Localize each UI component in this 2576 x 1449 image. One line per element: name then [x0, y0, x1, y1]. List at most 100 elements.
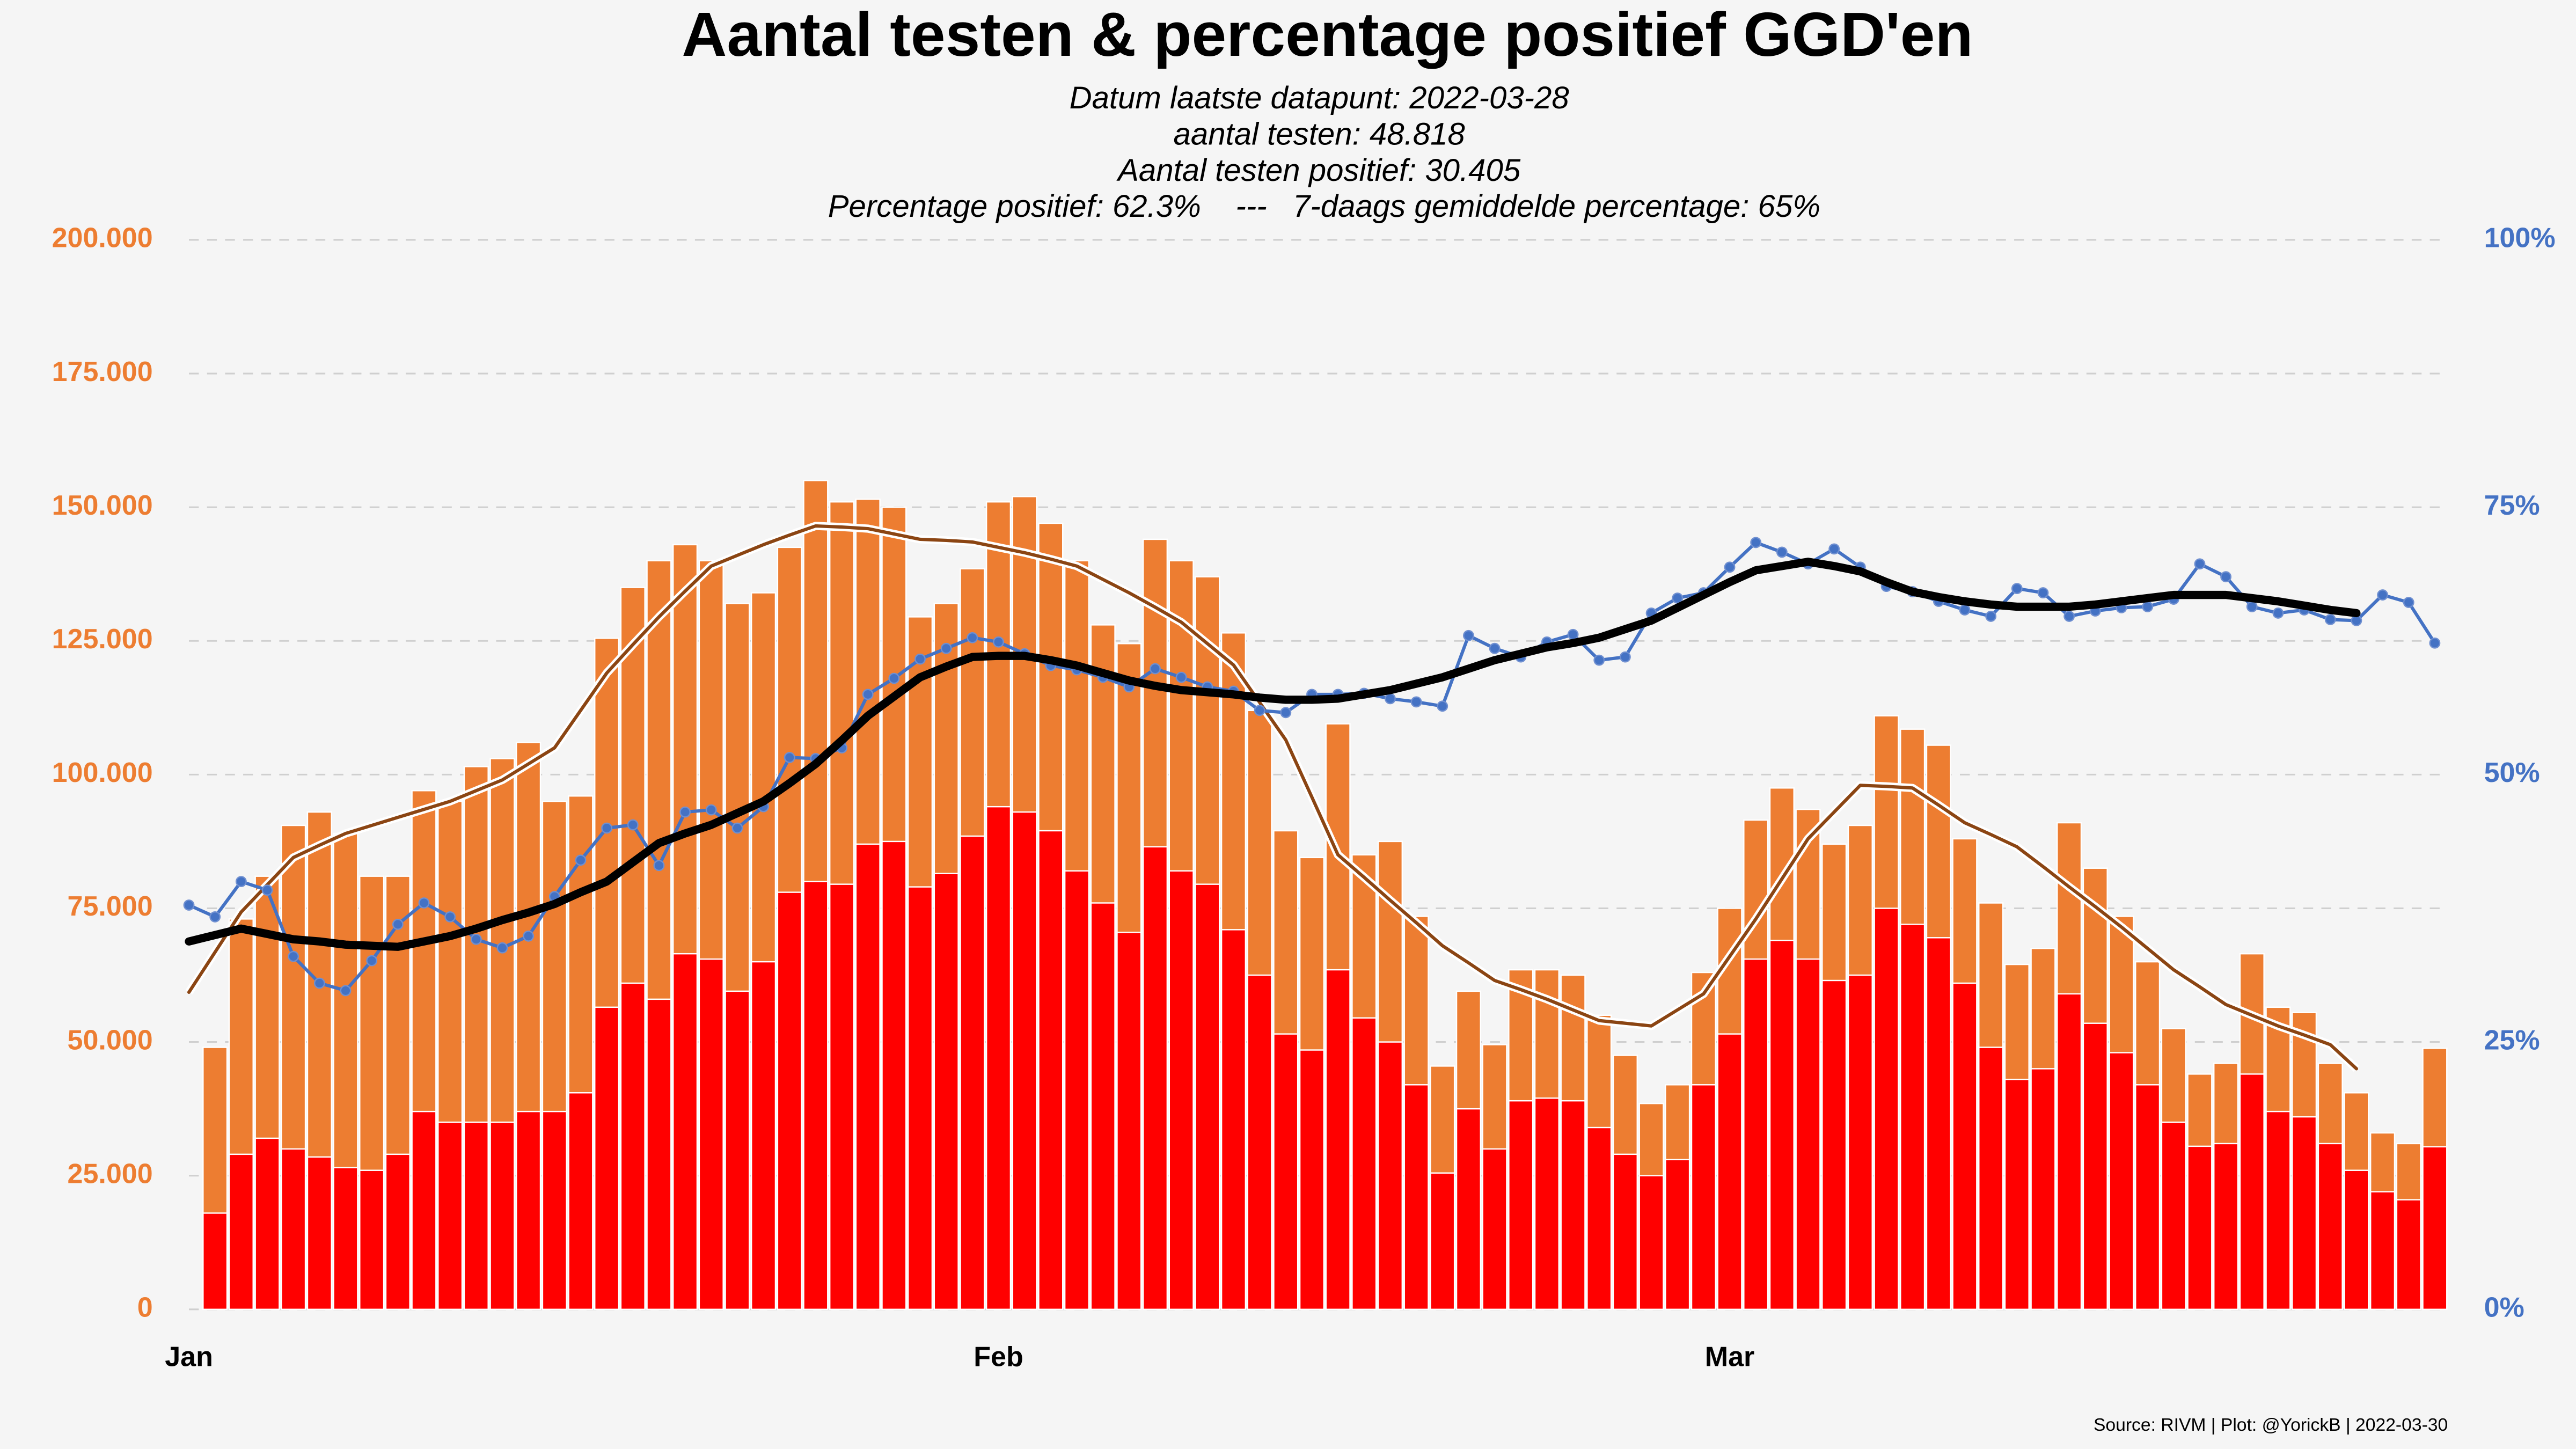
bar: [1560, 1100, 1586, 1311]
bar: [1508, 1100, 1534, 1311]
bar: [437, 1121, 463, 1311]
bar: [2004, 1079, 2030, 1311]
line-marker: [2142, 601, 2154, 612]
bar: [1325, 969, 1351, 1311]
line-marker: [2063, 611, 2075, 622]
bar: [750, 961, 777, 1311]
line-marker: [1150, 663, 1161, 675]
x-tick-label: Jan: [165, 1341, 213, 1372]
line-marker: [2246, 601, 2258, 612]
bar: [2057, 993, 2082, 1311]
bar: [1534, 1097, 1560, 1311]
line-marker: [862, 689, 874, 700]
line-marker: [1463, 630, 1474, 641]
line-marker: [1175, 671, 1187, 683]
line-marker: [1828, 543, 1840, 555]
bar: [1116, 932, 1142, 1311]
line-marker: [2194, 558, 2206, 570]
bar: [960, 835, 985, 1311]
line-marker: [1280, 707, 1292, 719]
line-marker: [392, 918, 404, 930]
bar: [1220, 929, 1247, 1311]
line-marker: [2272, 608, 2284, 619]
bar: [1247, 974, 1272, 1311]
bar: [1612, 1153, 1638, 1311]
bar: [777, 891, 802, 1311]
line-marker: [1724, 561, 1736, 573]
line-marker: [731, 822, 743, 834]
bar: [1273, 1033, 1299, 1311]
bar: [1638, 1175, 1664, 1311]
line-marker: [993, 636, 1004, 648]
bar: [2161, 1121, 2186, 1311]
bar: [2265, 1110, 2291, 1311]
line-marker: [1619, 651, 1631, 663]
bar: [1743, 958, 1769, 1311]
bar: [254, 1137, 280, 1311]
y2-tick-label: 25%: [2484, 1024, 2540, 1056]
bar: [1874, 908, 1899, 1311]
line-marker: [2011, 583, 2023, 595]
chart-title: Aantal testen & percentage positief GGD'…: [682, 0, 1973, 69]
line-marker: [444, 911, 456, 923]
line-marker: [418, 897, 430, 909]
bar: [281, 1148, 306, 1311]
bar: [2317, 1143, 2343, 1311]
y-tick-label: 0: [137, 1292, 153, 1323]
bar: [1299, 1049, 1325, 1311]
line-marker: [2220, 571, 2232, 583]
bar: [1482, 1148, 1507, 1311]
line-marker: [888, 672, 900, 684]
y-tick-label: 150.000: [52, 490, 153, 521]
bar: [2135, 1084, 2161, 1311]
line-marker: [705, 804, 717, 816]
line-marker: [1750, 537, 1762, 548]
bar: [1012, 811, 1037, 1311]
bar: [855, 843, 881, 1311]
y-tick-label: 175.000: [52, 356, 153, 387]
bar: [1403, 1084, 1429, 1311]
line-marker: [209, 911, 221, 923]
bar: [2109, 1052, 2134, 1311]
line-marker: [1254, 705, 1265, 716]
line-marker: [2324, 613, 2336, 625]
bar: [1430, 1172, 1455, 1311]
line-marker: [1437, 700, 1448, 712]
bar: [698, 958, 724, 1311]
bar: [1978, 1046, 2004, 1311]
bar: [1795, 958, 1821, 1311]
bar: [1717, 1033, 1743, 1311]
bar: [1064, 870, 1090, 1311]
bar: [1038, 830, 1064, 1311]
bar: [2344, 1169, 2369, 1311]
bar: [1168, 870, 1194, 1311]
bar: [724, 990, 750, 1311]
line-marker: [1959, 604, 1971, 616]
line-marker: [235, 876, 247, 888]
line-marker: [627, 819, 639, 831]
bar: [516, 1110, 541, 1311]
line-marker: [1776, 546, 1788, 558]
bar: [359, 1169, 385, 1311]
line-marker: [914, 653, 926, 665]
line-marker: [784, 752, 795, 763]
line-marker: [1985, 611, 1997, 622]
bar: [1847, 974, 1873, 1311]
subtitle: Datum laatste datapunt: 2022-03-28: [1070, 80, 1569, 115]
line-marker: [653, 860, 665, 872]
bar: [2239, 1073, 2265, 1311]
bar: [1665, 1159, 1690, 1311]
subtitle: Percentage positief: 62.3% --- 7-daags g…: [828, 189, 1820, 224]
y-tick-label: 25.000: [68, 1158, 153, 1189]
subtitle: aantal testen: 48.818: [1174, 116, 1465, 151]
line: [187, 524, 2358, 1071]
source-note: Source: RIVM | Plot: @YorickB | 2022-03-…: [2094, 1415, 2448, 1435]
y2-tick-label: 75%: [2484, 490, 2540, 521]
bar: [907, 886, 933, 1311]
bar: [2291, 1116, 2317, 1311]
bar: [1090, 902, 1116, 1311]
bar: [2082, 1022, 2108, 1311]
bar: [672, 953, 698, 1311]
bar: [1377, 1041, 1403, 1311]
